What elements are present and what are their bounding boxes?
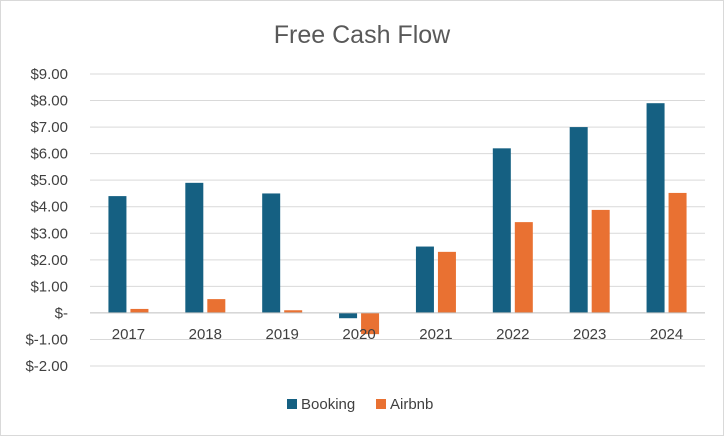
legend-label-booking: Booking: [301, 396, 355, 413]
x-axis-ticks: 2017 2018 2019 2020 2021 2022 2023 2024: [112, 326, 684, 343]
bar-booking-2017: [108, 196, 127, 313]
y-tick-label: $5.00: [30, 172, 68, 189]
bar-booking-2023: [569, 127, 588, 313]
y-tick-label: $-1.00: [25, 331, 68, 348]
x-tick-label: 2019: [266, 326, 299, 343]
y-tick-label: $8.00: [30, 93, 68, 110]
x-tick-label: 2018: [189, 326, 222, 343]
legend-swatch-booking: [287, 399, 297, 409]
y-tick-label: $-: [55, 305, 68, 322]
bar-airbnb-2020: [361, 312, 380, 335]
bar-airbnb-2024: [668, 192, 687, 313]
bar-booking-2022: [492, 148, 511, 313]
bar-airbnb-2018: [207, 299, 226, 313]
x-tick-label: 2021: [419, 326, 452, 343]
y-axis-ticks: $9.00 $8.00 $7.00 $6.00 $5.00 $4.00 $3.00 $2.00…: [25, 66, 68, 375]
chart-title: Free Cash Flow: [274, 21, 451, 49]
y-tick-label: $1.00: [30, 278, 68, 295]
y-tick-label: $7.00: [30, 119, 68, 136]
bar-booking-2020: [339, 312, 358, 319]
bar-airbnb-2019: [284, 310, 303, 313]
legend-label-airbnb: Airbnb: [390, 396, 433, 413]
y-tick-label: $6.00: [30, 146, 68, 163]
gridlines: [90, 73, 705, 367]
y-tick-label: $-2.00: [25, 358, 68, 375]
bar-booking-2018: [185, 182, 204, 313]
bars: [108, 103, 687, 335]
legend: Booking Airbnb: [287, 396, 433, 413]
y-tick-label: $4.00: [30, 199, 68, 216]
bar-booking-2021: [415, 246, 434, 313]
x-tick-label: 2023: [573, 326, 606, 343]
bar-airbnb-2022: [514, 222, 533, 313]
y-tick-label: $3.00: [30, 225, 68, 242]
y-tick-label: $2.00: [30, 252, 68, 269]
bar-airbnb-2023: [591, 209, 610, 313]
y-tick-label: $9.00: [30, 66, 68, 83]
x-tick-label: 2022: [496, 326, 529, 343]
bar-airbnb-2021: [437, 251, 456, 313]
x-tick-label: 2024: [650, 326, 683, 343]
x-tick-label: 2017: [112, 326, 145, 343]
bar-booking-2019: [262, 193, 281, 313]
bar-booking-2024: [646, 103, 665, 313]
legend-swatch-airbnb: [376, 399, 386, 409]
bar-airbnb-2017: [130, 308, 149, 313]
x-tick-label: 2020: [342, 326, 375, 343]
